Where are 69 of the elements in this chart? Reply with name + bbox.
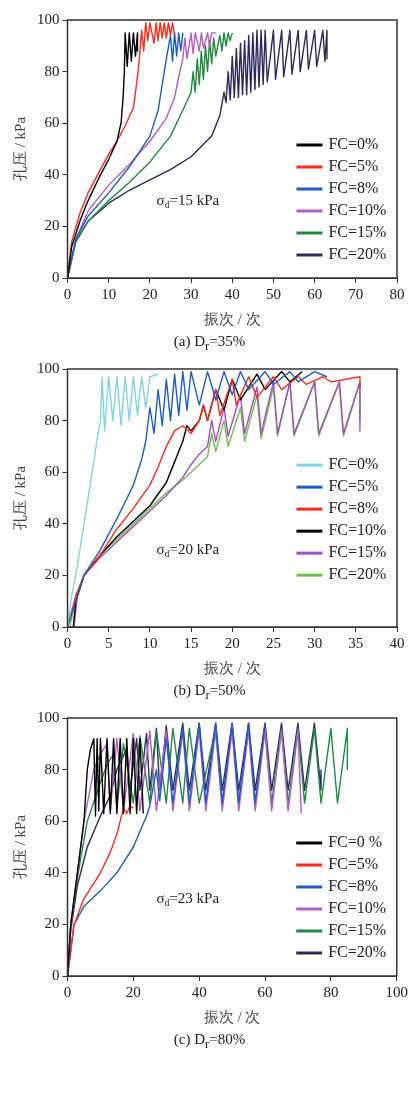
- y-tick-label: 40: [44, 514, 60, 531]
- legend-label: FC=8%: [328, 179, 379, 197]
- legend-label: FC=20%: [328, 943, 387, 961]
- x-tick-label: 60: [257, 983, 273, 1000]
- y-axis-title: 孔压 / kPa: [11, 814, 28, 880]
- y-tick-label: 60: [44, 114, 60, 131]
- legend-label: FC=5%: [328, 855, 379, 873]
- text: (a) D$_{r}$=35%: [172, 333, 247, 355]
- legend-label: FC=0 %: [328, 833, 383, 851]
- x-tick-label: 100: [385, 983, 408, 1000]
- y-tick-label: 80: [44, 760, 60, 777]
- x-tick-label: 0: [63, 285, 72, 302]
- x-tick-label: 20: [125, 983, 141, 1000]
- y-tick-label: 20: [44, 217, 60, 234]
- x-tick-label: 60: [307, 285, 323, 302]
- legend-label: FC=20%: [328, 245, 387, 263]
- legend-label: FC=15%: [328, 543, 387, 561]
- y-tick-label: 20: [44, 915, 60, 932]
- y-axis-title: 孔压 / kPa: [11, 465, 28, 531]
- x-axis-title: 振次 / 次: [203, 310, 261, 327]
- y-tick-label: 20: [44, 566, 60, 583]
- x-tick-label: 40: [191, 983, 207, 1000]
- x-tick-label: 50: [265, 285, 281, 302]
- x-tick-label: 10: [142, 634, 158, 651]
- x-tick-label: 70: [348, 285, 364, 302]
- x-tick-label: 5: [104, 634, 113, 651]
- y-tick-label: 0: [52, 966, 60, 983]
- y-tick-label: 60: [44, 812, 60, 829]
- x-tick-label: 80: [389, 285, 405, 302]
- y-tick-label: 100: [37, 708, 60, 725]
- x-tick-label: 80: [323, 983, 339, 1000]
- legend-label: FC=5%: [328, 157, 379, 175]
- y-tick-label: 60: [44, 463, 60, 480]
- x-axis-title: 振次 / 次: [203, 1008, 261, 1025]
- x-tick-label: 20: [224, 634, 240, 651]
- y-tick-label: 80: [44, 62, 60, 79]
- x-tick-label: 0: [63, 983, 72, 1000]
- y-tick-label: 40: [44, 165, 60, 182]
- legend-label: FC=15%: [328, 223, 387, 241]
- x-tick-label: 20: [142, 285, 158, 302]
- y-tick-label: 100: [37, 359, 60, 376]
- x-tick-label: 40: [389, 634, 405, 651]
- x-tick-label: 15: [183, 634, 199, 651]
- legend-label: FC=20%: [328, 565, 387, 583]
- y-tick-label: 80: [44, 411, 60, 428]
- y-tick-label: 0: [52, 268, 60, 285]
- y-tick-label: 40: [44, 863, 60, 880]
- legend-label: FC=10%: [328, 899, 387, 917]
- x-tick-label: 0: [63, 634, 72, 651]
- x-tick-label: 40: [224, 285, 240, 302]
- legend-label: FC=5%: [328, 477, 379, 495]
- legend-label: FC=10%: [328, 521, 387, 539]
- legend-label: FC=0%: [328, 455, 379, 473]
- text: (c) D$_{r}$=80%: [172, 1031, 247, 1053]
- x-tick-label: 35: [348, 634, 364, 651]
- text: (b) D$_{r}$=50%: [172, 682, 247, 704]
- x-axis-title: 振次 / 次: [203, 659, 261, 676]
- legend-label: FC=8%: [328, 877, 379, 895]
- y-tick-label: 0: [52, 617, 60, 634]
- x-tick-label: 30: [183, 285, 199, 302]
- legend-label: FC=10%: [328, 201, 387, 219]
- y-tick-label: 100: [37, 10, 60, 27]
- y-axis-title: 孔压 / kPa: [11, 116, 28, 182]
- legend-label: FC=15%: [328, 921, 387, 939]
- x-tick-label: 10: [101, 285, 117, 302]
- x-tick-label: 25: [265, 634, 281, 651]
- x-tick-label: 30: [307, 634, 323, 651]
- legend-label: FC=0%: [328, 135, 379, 153]
- legend-label: FC=8%: [328, 499, 379, 517]
